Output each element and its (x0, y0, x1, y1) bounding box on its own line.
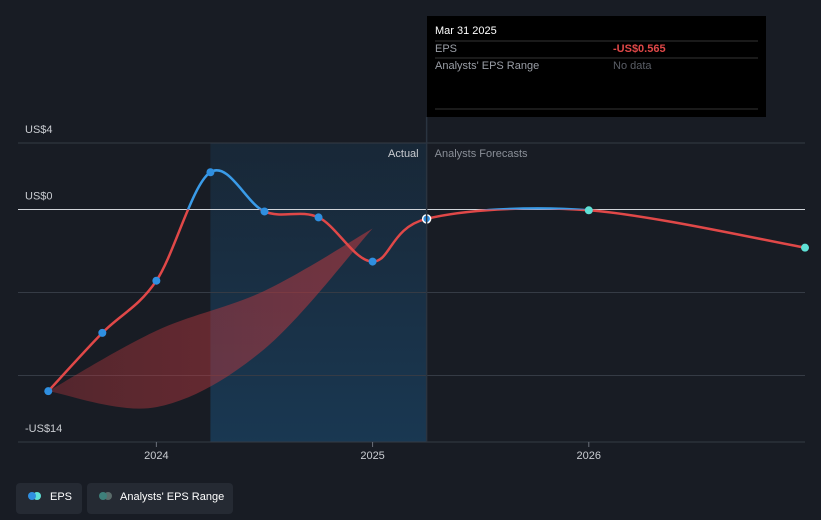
legend-label: Analysts' EPS Range (120, 491, 224, 503)
legend-label: EPS (50, 491, 72, 503)
legend-icon (99, 492, 107, 500)
legend-box (87, 483, 233, 514)
eps-point[interactable] (98, 328, 107, 337)
y-tick-label: US$4 (25, 124, 53, 136)
forecast-point[interactable] (801, 243, 809, 252)
tooltip-value: -US$0.565 (613, 43, 666, 55)
eps-point[interactable] (368, 257, 377, 266)
y-tick-label: US$0 (25, 190, 53, 202)
y-tick-label: -US$14 (25, 423, 62, 435)
tooltip (427, 16, 766, 117)
x-tick-label: 2024 (144, 450, 168, 462)
tooltip-label: Analysts' EPS Range (435, 60, 539, 72)
legend-box (16, 483, 82, 514)
eps-range-area (48, 228, 373, 409)
eps-point[interactable] (206, 168, 215, 177)
x-tick-label: 2026 (577, 450, 601, 462)
eps-point[interactable] (152, 276, 161, 285)
tooltip-value: No data (613, 60, 652, 72)
tooltip-label: EPS (435, 43, 457, 55)
eps-point[interactable] (260, 207, 269, 216)
forecast-label: Analysts Forecasts (435, 148, 528, 160)
x-tick-label: 2025 (360, 450, 384, 462)
eps-point[interactable] (44, 387, 53, 396)
forecast-point[interactable] (584, 206, 593, 215)
legend-icon (28, 492, 36, 500)
actual-label: Actual (388, 148, 419, 160)
legend-item[interactable]: EPS (16, 483, 82, 514)
legend-item[interactable]: Analysts' EPS Range (87, 483, 233, 514)
eps-point[interactable] (314, 213, 323, 222)
tooltip-date: Mar 31 2025 (435, 25, 497, 37)
